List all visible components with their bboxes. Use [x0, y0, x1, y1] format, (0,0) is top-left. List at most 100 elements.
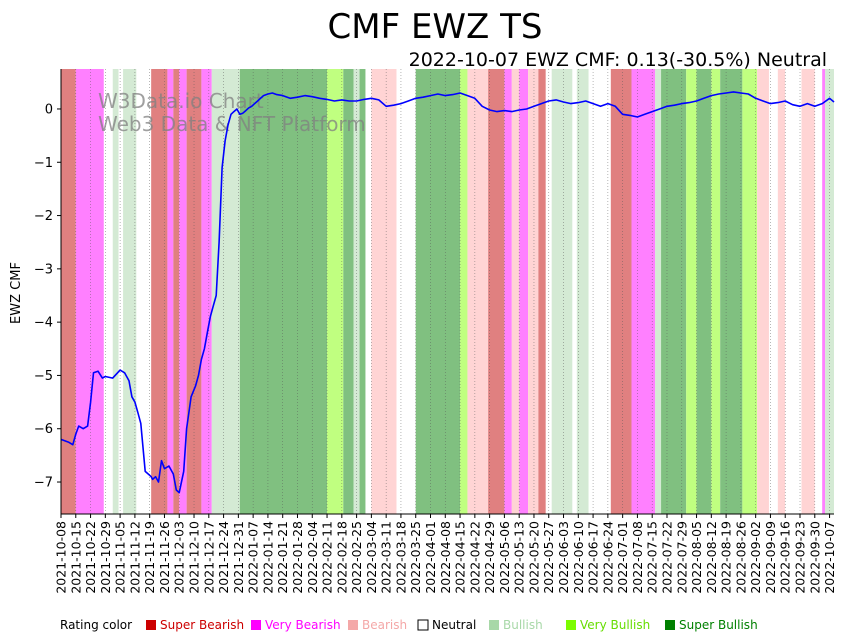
rating-band-6	[136, 69, 152, 514]
x-tick-label-35: 2022-06-10	[571, 521, 586, 594]
rating-band-1	[75, 69, 104, 514]
rating-band-29	[528, 69, 539, 514]
y-tick-label-6: −6	[34, 422, 53, 437]
rating-band-19	[365, 69, 372, 514]
x-tick-label-5: 2021-11-12	[127, 521, 142, 594]
rating-band-2	[103, 69, 113, 514]
x-tick-label-12: 2021-12-31	[231, 521, 246, 594]
x-tick-label-17: 2022-02-04	[305, 521, 320, 594]
legend-swatch-5	[566, 620, 576, 630]
chart-subtitle: 2022-10-07 EWZ CMF: 0.13(-30.5%) Neutral	[409, 49, 827, 71]
watermark-line-1: W3Data.io Chart	[98, 89, 264, 113]
rating-band-23	[460, 69, 468, 514]
x-tick-label-8: 2021-12-03	[172, 521, 187, 594]
legend: Rating color Super Bearish Very Bearish Be…	[60, 618, 758, 632]
rating-band-26	[504, 69, 512, 514]
x-tick-label-42: 2022-07-29	[674, 521, 689, 594]
x-tick-label-21: 2022-03-04	[364, 521, 379, 594]
x-tick-label-20: 2022-02-25	[349, 521, 364, 594]
x-tick-label-23: 2022-03-18	[393, 521, 408, 594]
rating-band-48	[785, 69, 802, 514]
rating-band-30	[538, 69, 546, 514]
x-tick-label-29: 2022-04-29	[482, 521, 497, 594]
x-tick-label-15: 2022-01-21	[275, 521, 290, 594]
rating-band-10	[179, 69, 187, 514]
y-tick-label-1: −1	[34, 156, 53, 171]
rating-band-22	[415, 69, 461, 514]
rating-band-49	[801, 69, 815, 514]
x-tick-label-45: 2022-08-19	[719, 521, 734, 594]
legend-entry-5: Very Bullish	[580, 618, 650, 632]
legend-swatch-6	[665, 620, 675, 630]
x-tick-label-48: 2022-09-09	[763, 521, 778, 594]
rating-band-44	[742, 69, 758, 514]
legend-entry-0: Super Bearish	[160, 618, 244, 632]
rating-band-24	[467, 69, 489, 514]
rating-band-32	[551, 69, 573, 514]
rating-band-41	[696, 69, 712, 514]
x-tick-label-6: 2021-11-19	[142, 521, 157, 594]
rating-band-15	[327, 69, 344, 514]
x-tick-label-47: 2022-09-02	[748, 521, 763, 594]
rating-band-5	[123, 69, 137, 514]
x-tick-label-1: 2021-10-15	[68, 521, 83, 594]
rating-band-37	[631, 69, 656, 514]
x-tick-label-27: 2022-04-15	[453, 521, 468, 594]
rating-band-3	[112, 69, 119, 514]
x-tick-label-39: 2022-07-08	[630, 521, 645, 594]
y-ticks: 0 −1 −2 −3 −4 −5 −6 −7	[34, 102, 61, 491]
rating-band-51	[822, 69, 826, 514]
watermark-line-2: Web3 Data & NFT Platform	[98, 112, 366, 136]
x-tick-label-43: 2022-08-05	[689, 521, 704, 594]
rating-band-34	[576, 69, 589, 514]
x-tick-label-51: 2022-09-30	[807, 521, 822, 594]
axes	[60, 69, 834, 515]
rating-band-21	[396, 69, 416, 514]
x-tick-label-46: 2022-08-26	[733, 521, 748, 594]
series	[60, 91, 835, 494]
x-tick-label-33: 2022-05-27	[541, 521, 556, 594]
rating-band-16	[343, 69, 354, 514]
series-line-0	[60, 91, 835, 494]
rating-band-36	[610, 69, 632, 514]
x-tick-label-26: 2022-04-08	[438, 521, 453, 594]
x-tick-label-30: 2022-05-06	[497, 521, 512, 594]
rating-band-20	[371, 69, 397, 514]
legend-entry-3: Neutral	[432, 618, 476, 632]
legend-entry-6: Super Bullish	[679, 618, 758, 632]
y-tick-label-4: −4	[34, 316, 53, 331]
x-tick-label-0: 2021-10-08	[54, 521, 69, 594]
y-tick-label-5: −5	[34, 369, 53, 384]
rating-band-47	[777, 69, 786, 514]
x-tick-label-16: 2022-01-28	[290, 521, 305, 594]
rating-band-40	[686, 69, 697, 514]
rating-band-35	[588, 69, 611, 514]
legend-swatch-1	[251, 620, 261, 630]
rating-band-9	[173, 69, 180, 514]
x-tick-label-14: 2022-01-14	[260, 521, 275, 594]
rating-band-45	[757, 69, 769, 514]
rating-band-38	[655, 69, 662, 514]
rating-band-50	[814, 69, 823, 514]
x-tick-label-31: 2022-05-13	[512, 521, 527, 594]
x-ticks: 2021-10-08 2021-10-15 2021-10-22 2021-10-29…	[54, 514, 837, 594]
x-tick-label-36: 2022-06-17	[586, 521, 601, 594]
legend-entry-4: Bullish	[503, 618, 543, 632]
x-tick-label-34: 2022-06-03	[556, 521, 571, 594]
x-tick-label-9: 2021-12-10	[187, 521, 202, 594]
x-tick-label-37: 2022-06-24	[600, 521, 615, 594]
rating-band-28	[519, 69, 529, 514]
y-tick-label-0: 0	[45, 102, 53, 117]
rating-band-12	[201, 69, 212, 514]
x-tick-label-25: 2022-04-01	[423, 521, 438, 594]
x-tick-label-18: 2022-02-11	[320, 521, 335, 594]
rating-band-42	[711, 69, 721, 514]
rating-band-7	[151, 69, 168, 514]
x-tick-label-44: 2022-08-12	[704, 521, 719, 594]
x-tick-label-4: 2021-11-05	[113, 521, 128, 594]
y-tick-label-3: −3	[34, 262, 53, 277]
rating-band-33	[572, 69, 577, 514]
legend-label: Rating color	[60, 618, 132, 632]
rating-band-46	[768, 69, 778, 514]
